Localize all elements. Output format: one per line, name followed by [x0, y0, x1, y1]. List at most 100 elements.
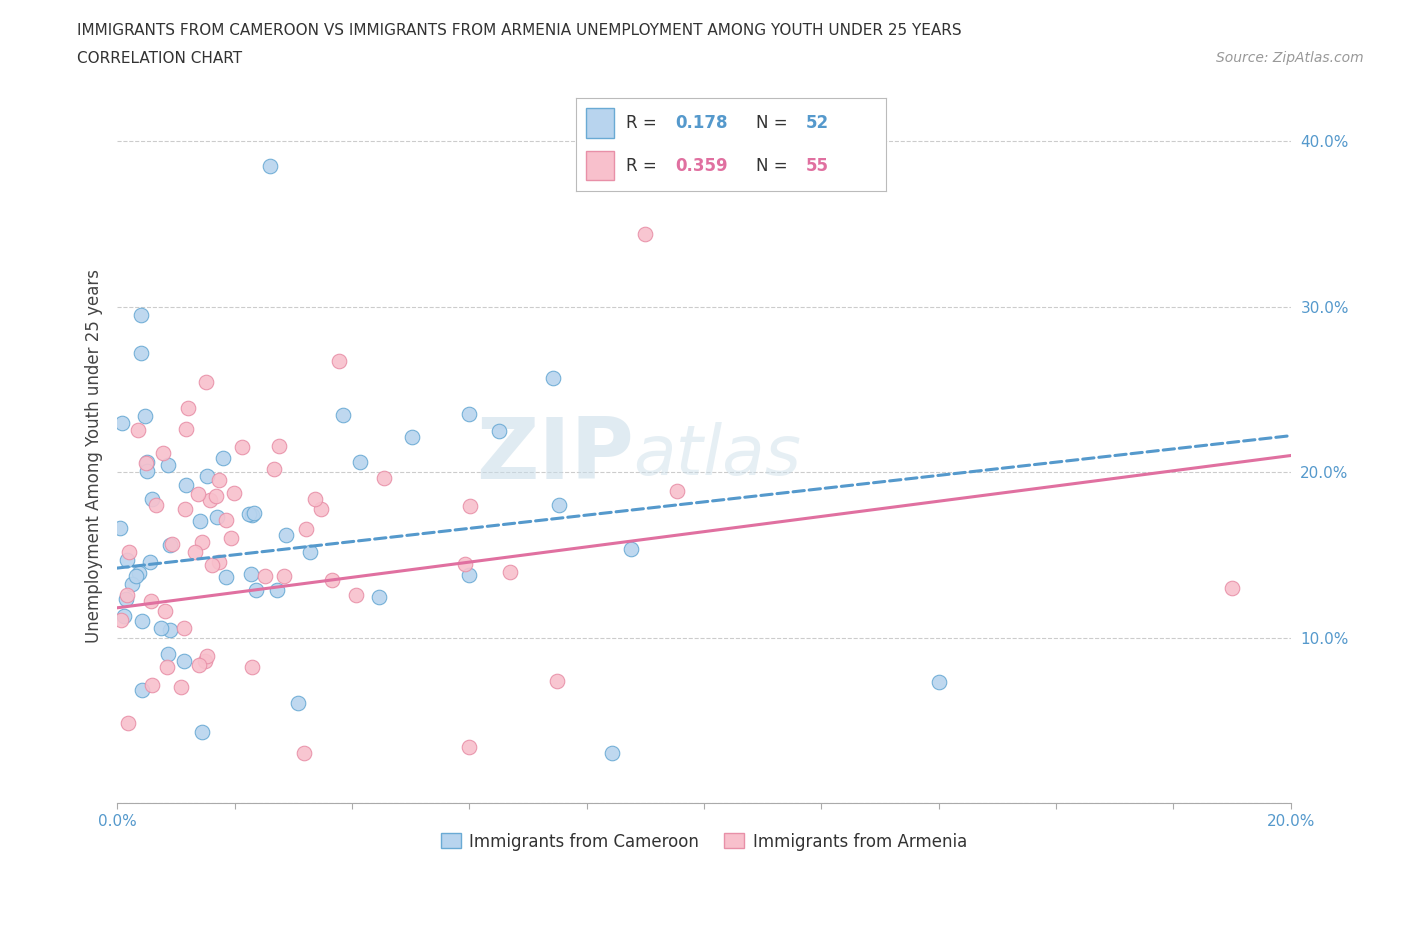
- Point: [263, 462, 285, 477]
- Point: [243, 506, 266, 521]
- Point: [134, 408, 156, 423]
- Point: [309, 502, 332, 517]
- Point: [215, 512, 238, 527]
- Point: [299, 545, 322, 560]
- Point: [458, 567, 481, 582]
- Point: [156, 458, 179, 472]
- Point: [240, 508, 263, 523]
- Point: [194, 374, 217, 389]
- Point: [173, 620, 195, 635]
- Point: [453, 556, 475, 571]
- Point: [173, 654, 195, 669]
- Point: [195, 469, 218, 484]
- Point: [240, 659, 263, 674]
- Point: [159, 538, 181, 553]
- Text: 0.359: 0.359: [675, 156, 728, 175]
- Point: [546, 674, 568, 689]
- Point: [269, 439, 291, 454]
- Point: [135, 454, 157, 469]
- Point: [174, 477, 197, 492]
- Point: [194, 654, 217, 669]
- Point: [543, 371, 565, 386]
- Point: [110, 613, 132, 628]
- Point: [276, 527, 298, 542]
- Point: [665, 484, 688, 498]
- Point: [304, 492, 326, 507]
- Point: [458, 406, 481, 421]
- Point: [127, 423, 149, 438]
- Point: [156, 659, 179, 674]
- Point: [344, 587, 367, 602]
- Text: IMMIGRANTS FROM CAMEROON VS IMMIGRANTS FROM ARMENIA UNEMPLOYMENT AMONG YOUTH UND: IMMIGRANTS FROM CAMEROON VS IMMIGRANTS F…: [77, 23, 962, 38]
- Text: R =: R =: [626, 113, 662, 132]
- Point: [112, 608, 135, 623]
- Point: [115, 553, 138, 568]
- Point: [245, 582, 267, 597]
- Point: [634, 226, 657, 241]
- Point: [259, 158, 281, 173]
- Point: [191, 724, 214, 739]
- Point: [253, 568, 276, 583]
- Point: [458, 739, 481, 754]
- Point: [174, 501, 197, 516]
- Point: [139, 594, 162, 609]
- Point: [125, 569, 148, 584]
- Point: [117, 716, 139, 731]
- Point: [159, 622, 181, 637]
- Legend: Immigrants from Cameroon, Immigrants from Armenia: Immigrants from Cameroon, Immigrants fro…: [434, 826, 973, 857]
- Point: [205, 489, 228, 504]
- FancyBboxPatch shape: [586, 108, 613, 138]
- Point: [1220, 580, 1243, 595]
- Text: R =: R =: [626, 156, 662, 175]
- Point: [135, 463, 157, 478]
- Point: [141, 678, 163, 693]
- Point: [215, 569, 238, 584]
- Text: N =: N =: [756, 113, 793, 132]
- Point: [620, 542, 643, 557]
- Point: [162, 537, 184, 551]
- Point: [188, 513, 211, 528]
- Point: [488, 423, 510, 438]
- Point: [231, 440, 253, 455]
- Point: [152, 445, 174, 460]
- Point: [121, 577, 143, 591]
- Point: [208, 472, 231, 487]
- Point: [131, 614, 153, 629]
- Point: [201, 558, 224, 573]
- Point: [145, 498, 167, 512]
- Point: [170, 680, 193, 695]
- Point: [184, 545, 207, 560]
- Point: [198, 493, 221, 508]
- Text: ZIP: ZIP: [475, 414, 634, 497]
- Point: [191, 534, 214, 549]
- Point: [547, 498, 569, 512]
- Point: [187, 658, 209, 672]
- Point: [401, 429, 423, 444]
- Point: [139, 554, 162, 569]
- Text: 0.178: 0.178: [675, 113, 728, 132]
- Point: [321, 573, 343, 588]
- Point: [128, 565, 150, 580]
- Point: [238, 506, 260, 521]
- Text: N =: N =: [756, 156, 793, 175]
- Point: [294, 522, 316, 537]
- Point: [141, 492, 163, 507]
- Text: 55: 55: [806, 156, 828, 175]
- Point: [368, 590, 391, 604]
- Point: [349, 455, 371, 470]
- Text: Source: ZipAtlas.com: Source: ZipAtlas.com: [1216, 51, 1364, 65]
- Point: [328, 353, 350, 368]
- Y-axis label: Unemployment Among Youth under 25 years: Unemployment Among Youth under 25 years: [86, 269, 103, 643]
- Point: [219, 530, 242, 545]
- Point: [176, 400, 198, 415]
- Point: [131, 683, 153, 698]
- Point: [266, 582, 288, 597]
- Point: [222, 485, 245, 500]
- Point: [292, 746, 315, 761]
- Point: [212, 450, 235, 465]
- Point: [187, 487, 209, 502]
- Point: [273, 568, 295, 583]
- Point: [118, 545, 141, 560]
- FancyBboxPatch shape: [586, 151, 613, 180]
- Point: [115, 591, 138, 606]
